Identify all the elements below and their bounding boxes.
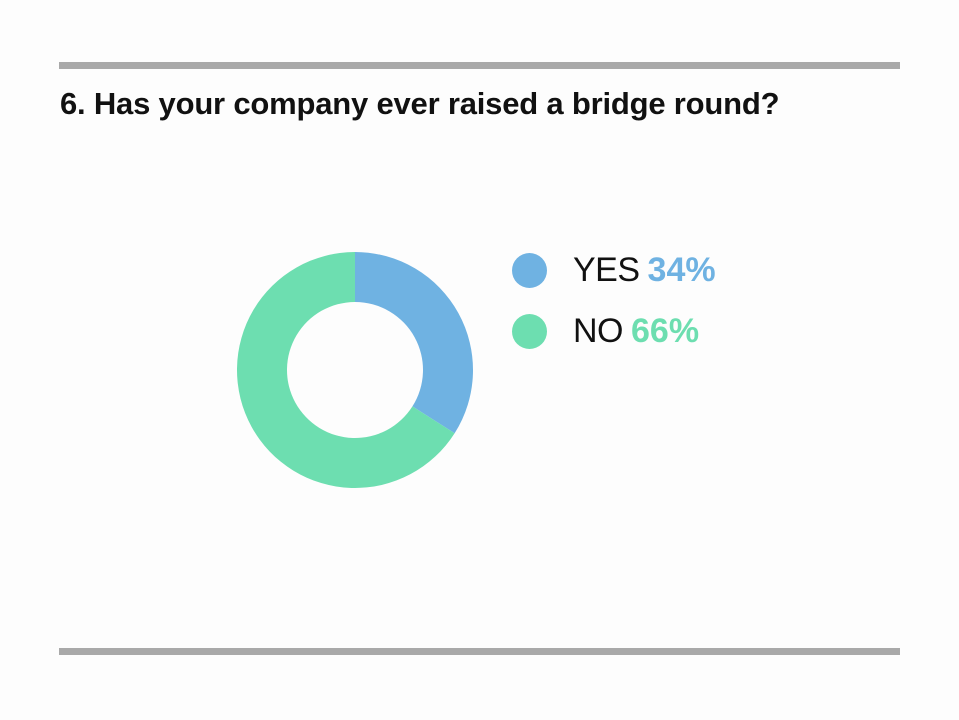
- chart-legend: YES 34% NO 66%: [512, 250, 716, 372]
- legend-item-no: NO 66%: [512, 311, 716, 351]
- bottom-divider: [59, 648, 900, 655]
- legend-label-yes: YES: [573, 250, 640, 289]
- question-title: 6. Has your company ever raised a bridge…: [60, 86, 780, 121]
- top-divider: [59, 62, 900, 69]
- legend-label-no: NO: [573, 311, 624, 350]
- legend-swatch-yes: [512, 252, 547, 288]
- legend-value-no: 66%: [631, 311, 700, 350]
- legend-swatch-no: [512, 313, 547, 349]
- donut-slice-no: [236, 252, 455, 489]
- legend-item-yes: YES 34%: [512, 250, 716, 290]
- legend-value-yes: 34%: [647, 250, 716, 289]
- donut-slice-yes: [355, 252, 473, 434]
